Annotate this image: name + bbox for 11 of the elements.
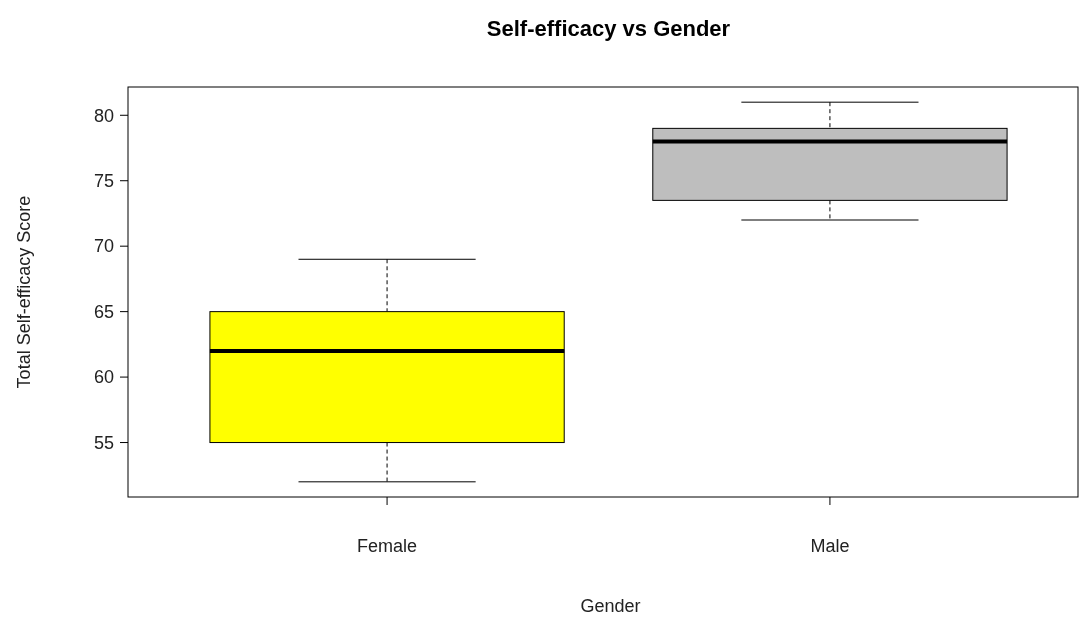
y-axis-title: Total Self-efficacy Score — [14, 195, 34, 389]
y-tick-label: 65 — [93, 301, 114, 322]
y-tick-label: 75 — [93, 171, 114, 192]
y-tick-label: 60 — [93, 367, 114, 388]
y-tick-label: 55 — [93, 432, 114, 453]
x-tick-label: Male — [810, 536, 850, 556]
x-axis-title: Gender — [580, 596, 641, 616]
y-tick-label: 70 — [93, 236, 114, 257]
chart-title: Self-efficacy vs Gender — [486, 16, 731, 41]
x-tick-label: Female — [357, 536, 418, 556]
y-tick-label: 80 — [93, 105, 114, 126]
